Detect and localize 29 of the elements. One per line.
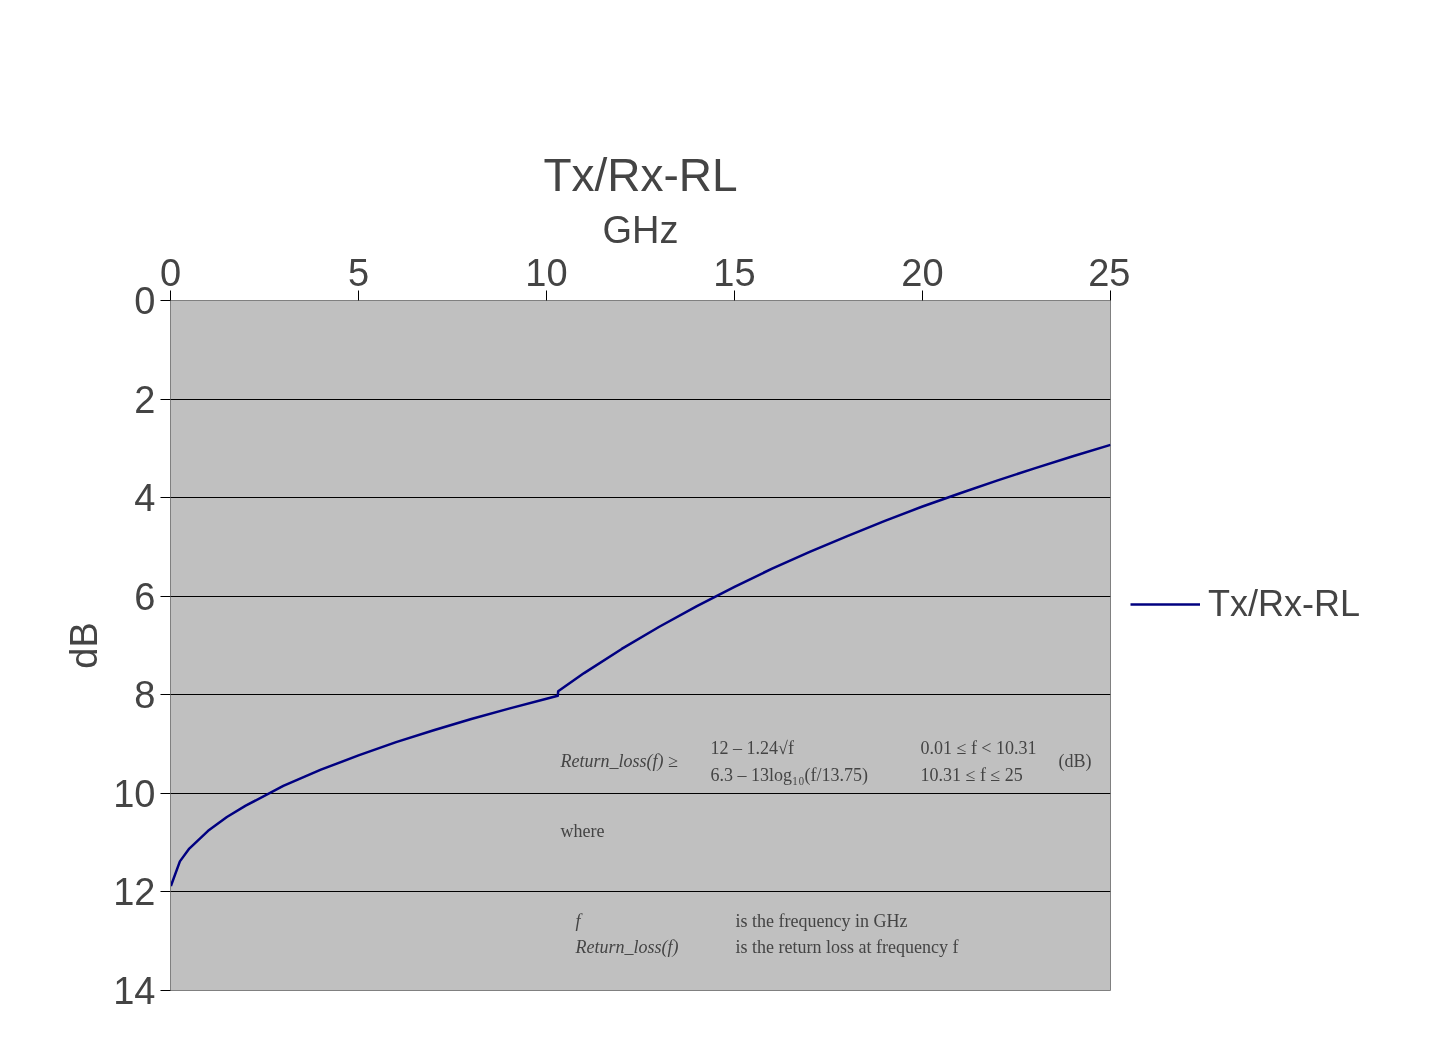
annotation: is the frequency in GHz	[735, 910, 908, 931]
y-tick-label: 4	[134, 477, 156, 520]
annotation: where	[560, 820, 605, 841]
x-tick-label: 20	[901, 251, 944, 294]
x-axis-title: GHz	[602, 208, 679, 251]
annotation: (dB)	[1058, 750, 1092, 772]
y-axis-title: dB	[63, 622, 106, 669]
x-tick-label: 25	[1088, 251, 1131, 294]
annotation: 12 – 1.24√f	[710, 737, 794, 758]
x-tick-label: 5	[347, 251, 370, 294]
y-tick-label: 8	[134, 674, 156, 717]
y-tick-label: 12	[113, 871, 156, 914]
y-tick-label: 0	[134, 280, 156, 322]
annotation: is the return loss at frequency f	[735, 936, 959, 957]
annotation: Return_loss(f)	[574, 936, 679, 958]
y-tick-label: 6	[134, 575, 156, 618]
chart-title: Tx/Rx-RL	[543, 148, 738, 201]
y-tick-label: 10	[113, 772, 156, 815]
y-tick-label: 2	[134, 378, 156, 421]
annotation: Return_loss(f) ≥	[559, 750, 678, 772]
line-series	[170, 443, 1111, 888]
annotation: 6.3 – 13log₁₀(f/13.75)	[710, 764, 869, 786]
x-tick-label: 10	[525, 251, 568, 294]
y-tick-label: 14	[113, 970, 156, 1012]
annotation: 0.01 ≤ f < 10.31	[920, 737, 1037, 758]
legend-label: Tx/Rx-RL	[1208, 583, 1360, 625]
annotation: 10.31 ≤ f ≤ 25	[920, 764, 1023, 785]
x-tick-label: 15	[713, 251, 756, 294]
annotation: f	[575, 910, 584, 931]
